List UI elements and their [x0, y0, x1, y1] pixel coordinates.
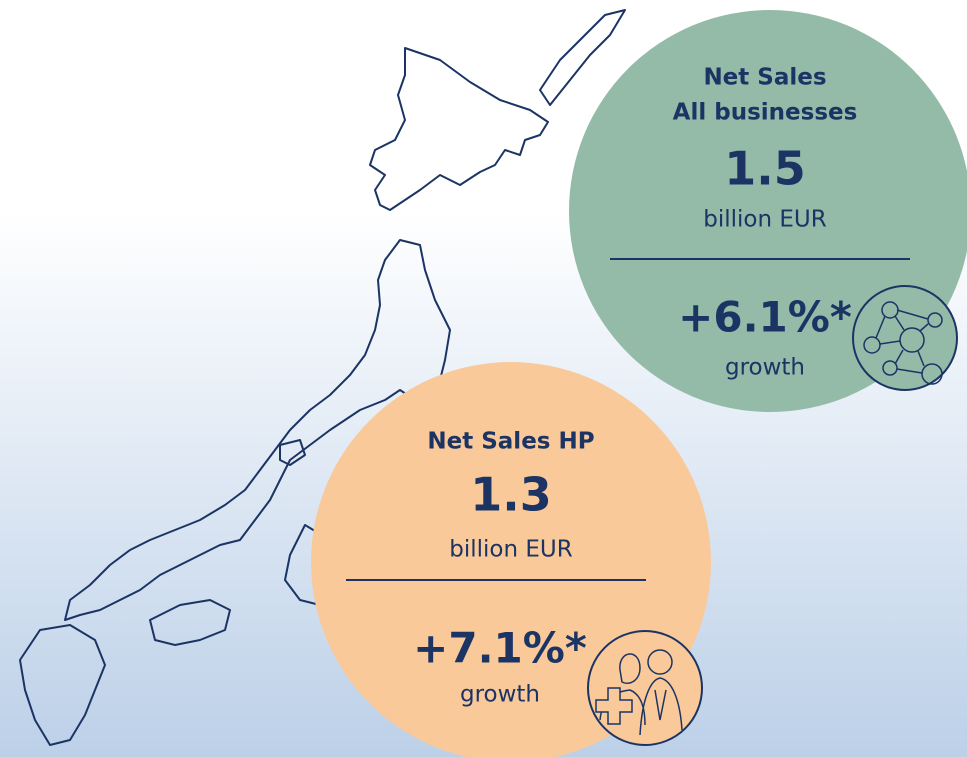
growth-label: growth	[725, 355, 805, 381]
network-icon	[852, 285, 958, 391]
amount: 1.3	[470, 468, 552, 522]
people-icon	[587, 630, 703, 746]
amount: 1.5	[724, 142, 806, 196]
card-title: Net Sales	[703, 65, 826, 91]
unit: billion EUR	[449, 537, 572, 563]
growth-value: +7.1%*	[413, 624, 587, 673]
card-title: Net Sales HP	[427, 429, 594, 455]
unit: billion EUR	[703, 207, 826, 233]
card-title: All businesses	[673, 100, 858, 126]
growth-value: +6.1%*	[678, 293, 852, 342]
growth-label: growth	[460, 682, 540, 708]
